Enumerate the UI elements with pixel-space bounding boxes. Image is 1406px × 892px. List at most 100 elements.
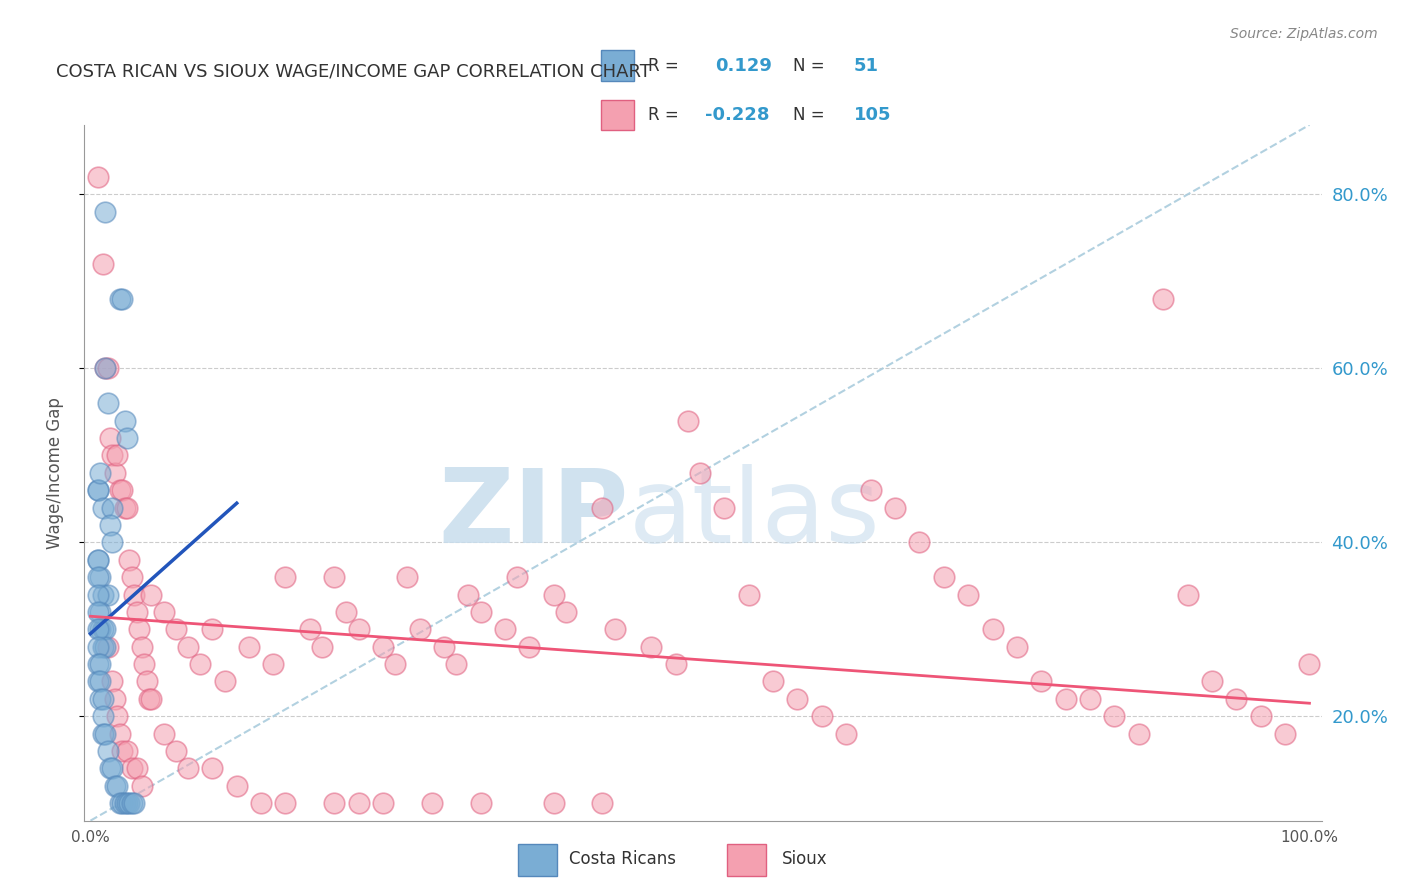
Text: COSTA RICAN VS SIOUX WAGE/INCOME GAP CORRELATION CHART: COSTA RICAN VS SIOUX WAGE/INCOME GAP COR… [56,62,651,80]
Point [640,640,662,654]
Point [91,640,114,654]
Point [517,640,540,654]
Point [323,570,346,584]
Point [91,709,114,723]
Point [762,674,785,689]
Point [152,605,174,619]
Point [201,761,224,775]
Point [87,623,110,637]
Point [89,657,111,671]
Point [811,709,834,723]
Point [89,605,111,619]
Point [433,640,456,654]
Point [347,796,370,810]
Point [115,500,138,515]
Point [96,396,118,410]
Point [347,623,370,637]
Point [91,623,114,637]
Point [125,605,148,619]
Point [1225,692,1247,706]
Point [152,726,174,740]
Text: N =: N = [793,106,824,124]
Point [118,552,141,567]
Point [132,657,155,671]
FancyBboxPatch shape [600,100,634,130]
Point [87,552,110,567]
Point [87,605,110,619]
Point [1201,674,1223,689]
Point [91,257,114,271]
Point [121,761,143,775]
Point [105,448,128,462]
Point [371,796,394,810]
Point [111,483,134,498]
Point [177,640,200,654]
Point [121,796,143,810]
Point [214,674,236,689]
Point [89,570,111,584]
Point [125,761,148,775]
Point [104,779,127,793]
Point [101,448,124,462]
Point [506,570,529,584]
Point [115,431,138,445]
Point [98,517,121,532]
Point [262,657,284,671]
Point [108,483,131,498]
Point [87,483,110,498]
Point [1054,692,1077,706]
Point [884,500,907,515]
Point [114,796,136,810]
Point [121,570,143,584]
Point [274,570,297,584]
Point [94,361,117,376]
Point [1031,674,1053,689]
Y-axis label: Wage/Income Gap: Wage/Income Gap [45,397,63,549]
Point [108,726,131,740]
Point [201,623,224,637]
Point [98,431,121,445]
Point [981,623,1004,637]
Point [165,623,187,637]
Point [115,796,138,810]
Point [396,570,419,584]
Text: R =: R = [648,57,679,75]
Point [111,796,134,810]
Point [96,744,118,758]
Point [89,623,111,637]
Point [494,623,516,637]
Point [177,761,200,775]
Point [908,535,931,549]
Point [470,605,492,619]
Point [111,744,134,758]
Point [105,709,128,723]
Point [238,640,260,654]
Point [94,204,117,219]
Point [91,692,114,706]
Point [457,587,479,601]
Point [384,657,406,671]
Point [104,692,127,706]
Point [591,796,613,810]
Text: 51: 51 [853,57,879,75]
FancyBboxPatch shape [517,844,557,876]
Point [131,640,153,654]
Point [87,587,110,601]
Point [957,587,980,601]
Point [87,169,110,185]
Point [114,414,136,428]
Point [689,466,711,480]
Point [101,500,124,515]
Point [676,414,699,428]
Point [141,692,163,706]
Point [859,483,882,498]
Point [786,692,808,706]
Point [87,657,110,671]
Point [603,623,626,637]
FancyBboxPatch shape [600,50,634,81]
Point [420,796,443,810]
Point [1152,292,1174,306]
Point [131,779,153,793]
Point [94,361,117,376]
Point [1104,709,1126,723]
